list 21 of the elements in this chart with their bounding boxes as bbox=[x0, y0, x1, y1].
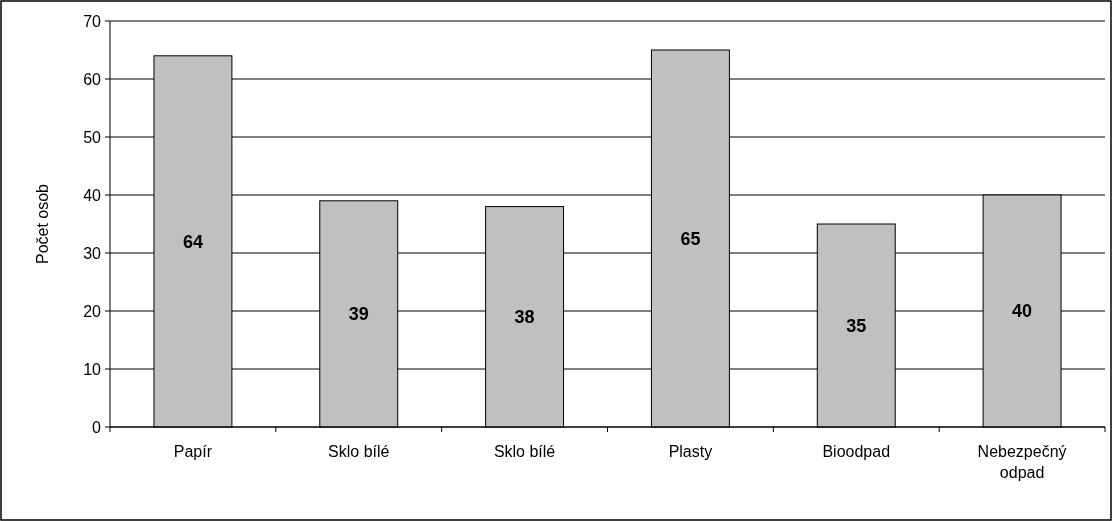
data-label: 64 bbox=[182, 231, 203, 252]
data-label: 38 bbox=[514, 307, 535, 328]
x-tick-label: Plasty bbox=[668, 443, 713, 460]
y-tick-label: 30 bbox=[83, 244, 102, 262]
y-tick-label: 50 bbox=[83, 128, 102, 146]
y-tick-label: 70 bbox=[83, 12, 102, 30]
y-tick-label: 0 bbox=[92, 418, 102, 436]
x-tick-label: Nebezpečný odpad bbox=[977, 443, 1067, 481]
data-label: 40 bbox=[1012, 301, 1033, 322]
data-label: 65 bbox=[680, 228, 701, 249]
data-label: 39 bbox=[348, 304, 369, 325]
y-tick-label: 60 bbox=[83, 70, 102, 88]
y-tick-label: 40 bbox=[83, 186, 102, 204]
y-tick-label: 10 bbox=[83, 360, 102, 378]
x-tick-label: Sklo bílé bbox=[328, 443, 390, 460]
x-tick-label: Bioodpad bbox=[822, 443, 891, 460]
data-label: 35 bbox=[846, 315, 867, 336]
y-tick-label: 20 bbox=[83, 302, 102, 320]
x-tick-label: Sklo bílé bbox=[493, 443, 556, 460]
y-axis-title: Počet osob bbox=[34, 183, 51, 265]
x-tick-label: Papír bbox=[173, 443, 213, 460]
